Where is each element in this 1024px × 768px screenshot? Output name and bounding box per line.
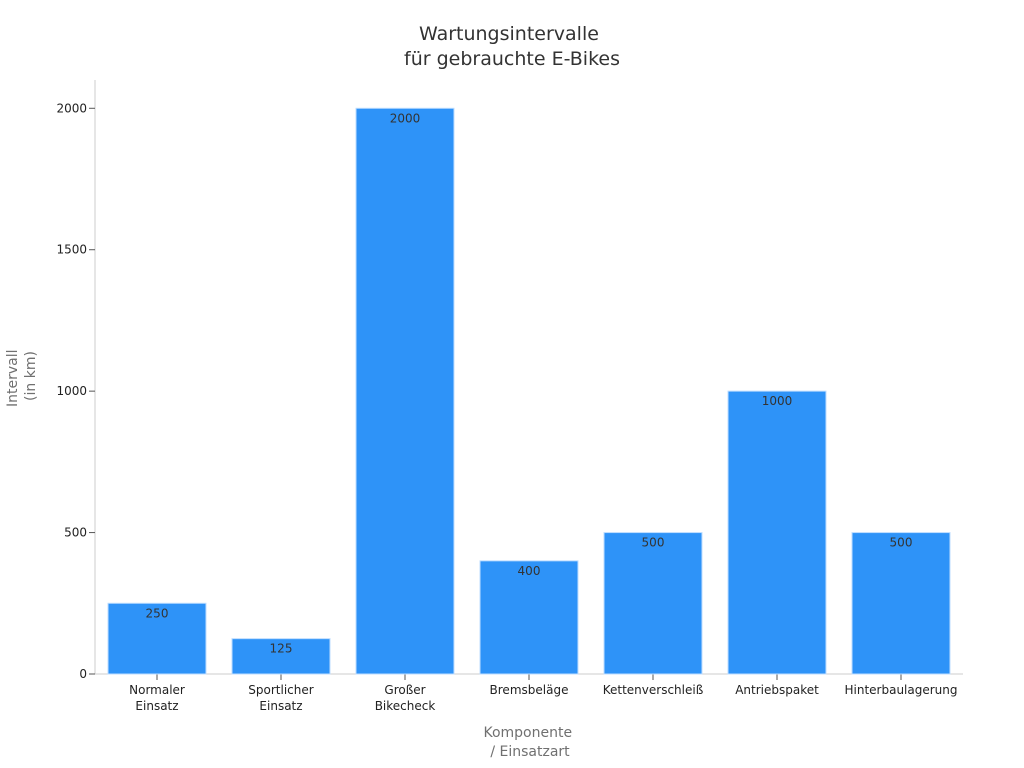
x-tick-label-line: Normaler [129,683,185,697]
y-axis-title: Intervall (in km) [5,345,39,407]
x-tick-label: Kettenverschleiß [603,683,704,697]
x-tick-label-line: Großer [384,683,425,697]
bar [851,532,951,675]
x-axis-title: Komponente / Einsatzart [483,725,576,760]
bar [355,107,455,675]
x-tick-label-line: Einsatz [259,699,302,713]
data-labels: 250 125 2000 400 500 1000 500 [146,111,913,655]
x-axis-title-line-2: / Einsatzart [490,744,570,760]
x-tick-label-line: Einsatz [135,699,178,713]
x-tick-label-line: Sportlicher [248,683,313,697]
y-tick-label: 1000 [56,384,87,398]
bars [107,107,951,675]
x-tick-label: Antriebspaket [735,683,819,697]
x-tick-label: Bremsbeläge [490,683,569,697]
bar [107,602,207,675]
data-label: 2000 [390,111,421,125]
x-tick-label-line: Bikecheck [375,699,436,713]
x-tick-label: Normaler Einsatz [129,683,185,713]
x-tick-label-line: Hinterbaulagerung [844,683,957,697]
svg-text:Komponente / Einsatzar: Komponente / Einsatzart [483,725,576,760]
x-axis-title-line-1: Komponente [483,725,572,741]
y-axis-title-line-1: Intervall [5,349,21,407]
y-tick-label: 0 [79,667,87,681]
data-label: 1000 [762,394,793,408]
x-tick-label-line: Antriebspaket [735,683,819,697]
svg-text:Wartungsintervalle für: Wartungsintervalle für gebrauchte E-Bike… [404,23,620,70]
svg-text:Intervall (in km): Intervall (in km) [5,345,39,407]
x-tick-label-line: Bremsbeläge [490,683,569,697]
y-tick-label: 2000 [56,101,87,115]
data-label: 500 [890,536,913,550]
bar [603,532,703,675]
data-label: 125 [270,642,293,656]
y-tick-label: 500 [64,526,87,540]
data-label: 250 [146,606,169,620]
bar [727,390,827,675]
data-label: 400 [518,564,541,578]
x-tick-label-line: Kettenverschleiß [603,683,704,697]
y-axis-title-line-2: (in km) [23,351,39,401]
bar [479,560,579,675]
x-tick-label: Großer Bikecheck [375,683,436,713]
chart-title: Wartungsintervalle für gebrauchte E-Bike… [404,23,620,70]
data-label: 500 [642,536,665,550]
y-tick-label: 1500 [56,243,87,257]
x-tick-label: Sportlicher Einsatz [248,683,313,713]
chart-title-line-1: Wartungsintervalle [419,23,599,45]
x-tick-label: Hinterbaulagerung [844,683,957,697]
chart-title-line-2: für gebrauchte E-Bikes [404,48,620,70]
bar [231,638,331,675]
